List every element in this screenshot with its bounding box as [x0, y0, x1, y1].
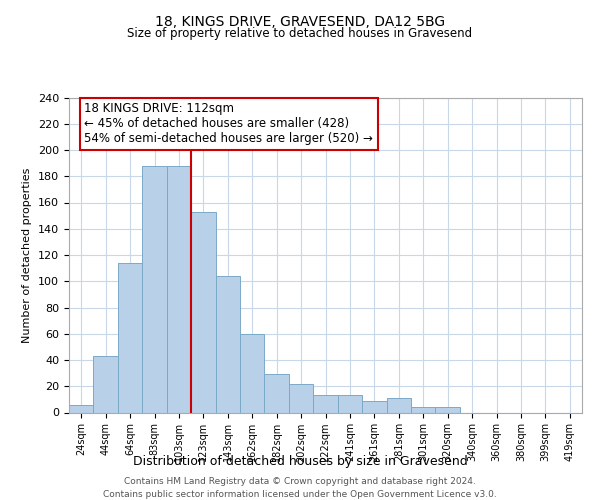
Text: Contains public sector information licensed under the Open Government Licence v3: Contains public sector information licen…	[103, 490, 497, 499]
Text: Distribution of detached houses by size in Gravesend: Distribution of detached houses by size …	[133, 455, 467, 468]
Bar	[338, 396, 362, 412]
Bar	[191, 212, 215, 412]
Bar	[289, 384, 313, 412]
Bar	[167, 166, 191, 412]
Bar	[240, 334, 265, 412]
Text: 18 KINGS DRIVE: 112sqm
← 45% of detached houses are smaller (428)
54% of semi-de: 18 KINGS DRIVE: 112sqm ← 45% of detached…	[85, 102, 373, 145]
Bar	[215, 276, 240, 412]
Bar	[313, 396, 338, 412]
Bar	[362, 400, 386, 412]
Text: 18, KINGS DRIVE, GRAVESEND, DA12 5BG: 18, KINGS DRIVE, GRAVESEND, DA12 5BG	[155, 15, 445, 29]
Bar	[142, 166, 167, 412]
Bar	[118, 263, 142, 412]
Bar	[94, 356, 118, 412]
Bar	[436, 407, 460, 412]
Text: Contains HM Land Registry data © Crown copyright and database right 2024.: Contains HM Land Registry data © Crown c…	[124, 478, 476, 486]
Bar	[69, 404, 94, 412]
Text: Size of property relative to detached houses in Gravesend: Size of property relative to detached ho…	[127, 28, 473, 40]
Bar	[386, 398, 411, 412]
Bar	[411, 407, 436, 412]
Y-axis label: Number of detached properties: Number of detached properties	[22, 168, 32, 342]
Bar	[265, 374, 289, 412]
